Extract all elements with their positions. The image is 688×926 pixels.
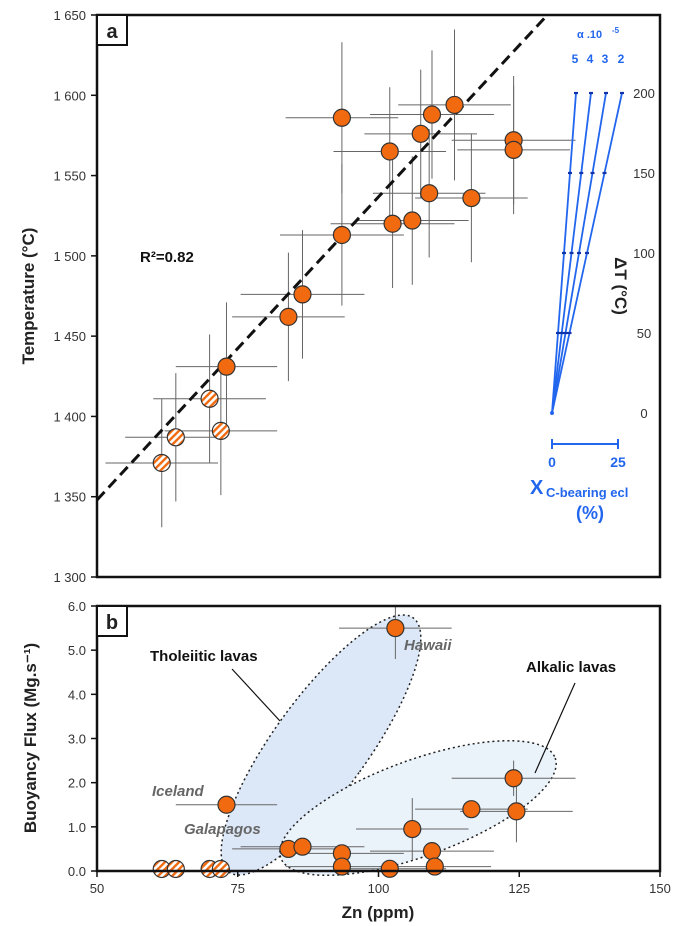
regression-line <box>97 15 549 501</box>
alpha-value-label: 5 <box>572 52 579 66</box>
data-point <box>422 842 442 861</box>
alpha-value-label: 4 <box>587 52 594 66</box>
data-point <box>293 285 312 304</box>
y-tick-label: 1 450 <box>53 329 86 344</box>
y-tick-label: 1 650 <box>53 8 86 23</box>
inset-delta-t: 5 4 3 2 α .10 -5 0 50 100 150 200 ΔT (°C) 0 25 X C-bear… <box>530 26 655 523</box>
panel-b-x-ticks: 50 75 100 125 150 <box>90 871 671 896</box>
tholeiitic-region <box>220 614 422 876</box>
alkalic-label: Alkalic lavas <box>526 659 616 676</box>
delta-t-tick-label: 200 <box>633 86 655 101</box>
x-tick-label: 50 <box>90 881 104 896</box>
y-tick-label: 1 550 <box>53 169 86 184</box>
y-axis-title-buoyancy: Buoyancy Flux (Mg.s⁻¹) <box>21 643 40 833</box>
y-tick-label: 2.0 <box>68 776 86 791</box>
data-point-hatched <box>166 859 185 879</box>
tholeiitic-label: Tholeiitic lavas <box>150 648 258 665</box>
alpha-exponent: -5 <box>612 26 620 35</box>
tholeiitic-leader-line <box>231 668 281 722</box>
y-tick-label: 4.0 <box>68 687 86 702</box>
alpha-value-label: 3 <box>602 52 609 66</box>
panel-a-frame <box>95 13 662 579</box>
panel-a-y-ticks: 1 300 1 350 1 400 1 450 1 500 1 550 1 600 1 650 <box>53 8 97 585</box>
panel-a-label-box <box>96 14 128 46</box>
alpha-label: α .10 <box>577 29 602 41</box>
data-point <box>445 95 464 115</box>
y-tick-label: 3.0 <box>68 732 86 747</box>
data-point <box>422 105 442 124</box>
alpha-value-label: 2 <box>618 52 625 66</box>
data-point <box>332 108 352 127</box>
data-point <box>507 802 526 821</box>
delta-t-tick-label: 0 <box>640 406 647 421</box>
alkalic-region <box>279 739 557 877</box>
data-point <box>425 857 444 876</box>
panel-a-error-bars <box>105 29 576 528</box>
data-point-hatched <box>211 859 230 879</box>
data-point <box>380 142 399 161</box>
data-point <box>332 857 352 876</box>
data-point <box>462 188 481 208</box>
y-tick-label: 5.0 <box>68 643 86 658</box>
data-point <box>420 184 439 203</box>
x-tick-label: 75 <box>231 881 245 896</box>
hawaii-label: Hawaii <box>404 637 452 654</box>
inset-x-tick-label: 25 <box>610 454 626 470</box>
data-point-hatched <box>166 428 185 447</box>
data-point <box>504 140 523 159</box>
data-point <box>403 819 422 839</box>
data-point <box>403 211 422 230</box>
data-point <box>217 357 236 376</box>
panel-a: 5 4 3 2 α .10 -5 0 50 100 150 200 ΔT (°C) 0 25 X C-bear… <box>19 8 662 585</box>
x-axis-title-zn: Zn (ppm) <box>342 903 415 922</box>
panel-b-y-ticks: 0.0 1.0 2.0 3.0 4.0 5.0 6.0 <box>68 599 97 879</box>
y-tick-label: 1 350 <box>53 490 86 505</box>
x-tick-label: 150 <box>649 881 671 896</box>
panel-a-points <box>152 95 523 473</box>
inset-x-label-unit: (%) <box>576 503 604 523</box>
panel-b: 50 75 100 125 150 0.0 1.0 2.0 3.0 4.0 5.0 6.0 b Th… <box>21 599 671 922</box>
data-point <box>279 307 298 326</box>
data-point-hatched <box>211 421 230 440</box>
inset-x-tick-label: 0 <box>548 454 556 470</box>
y-tick-label: 1.0 <box>68 820 86 835</box>
data-point-hatched <box>152 453 171 473</box>
delta-t-tick-label: 150 <box>633 166 655 181</box>
data-point <box>504 769 523 788</box>
x-tick-label: 125 <box>508 881 530 896</box>
data-point-hatched <box>200 389 219 408</box>
panel-a-label: a <box>106 21 118 43</box>
y-axis-title-temperature: Temperature (°C) <box>19 228 38 365</box>
data-point <box>217 795 236 814</box>
y-tick-label: 6.0 <box>68 599 86 614</box>
y-tick-label: 1 600 <box>53 88 86 103</box>
data-point <box>411 124 430 143</box>
galapagos-label: Galapagos <box>184 821 261 838</box>
y-tick-label: 1 500 <box>53 249 86 264</box>
delta-t-axis-title: ΔT (°C) <box>611 257 630 315</box>
panel-b-label-box <box>96 605 128 637</box>
iceland-label: Iceland <box>152 783 205 800</box>
y-tick-label: 0.0 <box>68 864 86 879</box>
delta-t-tick-label: 50 <box>637 326 651 341</box>
inset-x-label-main: X <box>530 477 544 499</box>
alkalic-leader-line <box>534 682 576 774</box>
data-point <box>386 618 405 638</box>
x-tick-label: 100 <box>368 881 390 896</box>
y-tick-label: 1 300 <box>53 570 86 585</box>
panel-b-label: b <box>106 612 118 634</box>
inset-x-label-sub: C-bearing ecl <box>546 485 628 500</box>
data-point <box>332 225 352 245</box>
data-point <box>462 800 481 819</box>
y-tick-label: 1 400 <box>53 409 86 424</box>
data-point <box>380 859 399 878</box>
r-squared-label: R²=0.82 <box>140 249 194 266</box>
data-point <box>383 214 402 233</box>
delta-t-tick-label: 100 <box>633 246 655 261</box>
data-point <box>293 837 312 856</box>
